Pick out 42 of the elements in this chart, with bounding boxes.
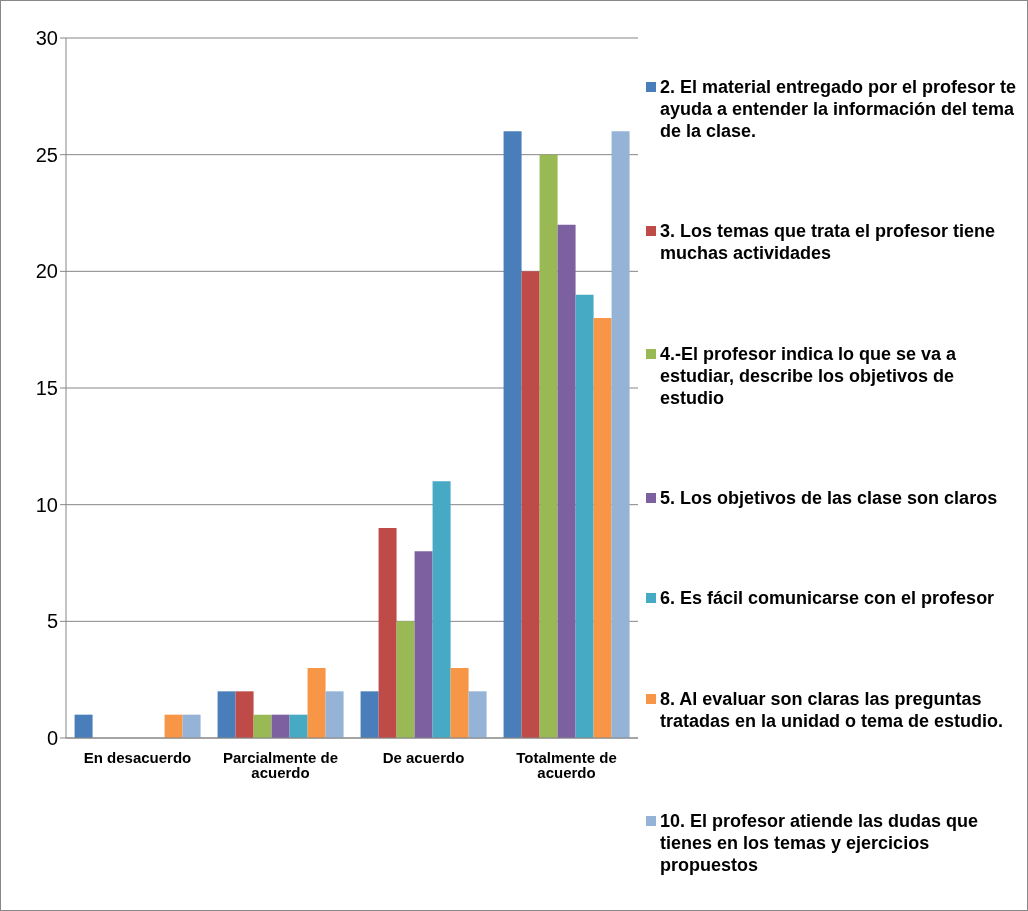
bar [521,271,540,738]
bar [468,691,487,738]
legend-label: 6. Es fácil comunicarse con el profesor [660,587,995,610]
y-tick-label: 5 [46,610,58,633]
bar [432,481,451,738]
bar [253,714,272,738]
bar [503,131,522,738]
legend-label: 8. Al evaluar son claras las preguntas tratadas en la unidad o tema de estudio. [660,687,1005,732]
bar [378,528,397,738]
bar [539,154,558,738]
x-tick-label: Parcialmente de acuerdo [222,748,339,781]
legend-label: 3. Los temas que trata el profesor tiene muchas actividades [660,220,997,265]
bar [557,224,576,738]
bar [450,668,469,738]
bar [414,551,433,738]
bar [271,714,290,738]
y-tick-label: 15 [35,377,58,400]
y-tick-label: 0 [46,727,58,750]
bar [611,131,630,738]
legend-label: 10. El profesor atiende las dudas que tienes en los temas y ejercicios propuestos [660,809,980,876]
bar [396,621,415,738]
bar [575,294,594,738]
y-tick-label: 25 [35,143,58,166]
bar [235,691,254,738]
x-tick-label: En desacuerdo [83,748,192,766]
bar [593,318,612,738]
bar [360,691,379,738]
legend-label: 2. El material entregado por el profesor te ayuda a entender la información del tema de la clase. [660,76,1018,142]
y-tick-label: 20 [35,260,58,283]
bar [74,714,93,738]
bar [289,714,308,738]
y-tick-label: 30 [35,27,58,50]
bar [182,714,201,738]
x-tick-label: De acuerdo [382,748,465,766]
y-tick-label: 10 [35,493,58,516]
bar [217,691,236,738]
bar [307,668,326,738]
bar [164,714,183,738]
x-tick-label: Totalmente de acuerdo [516,748,617,781]
legend-label: 5. Los objetivos de las clase son claros [660,487,998,509]
bar [325,691,344,738]
legend-label: 4.-El profesor indica lo que se va a estudiar, describe los objetivos de estudio [660,342,958,409]
